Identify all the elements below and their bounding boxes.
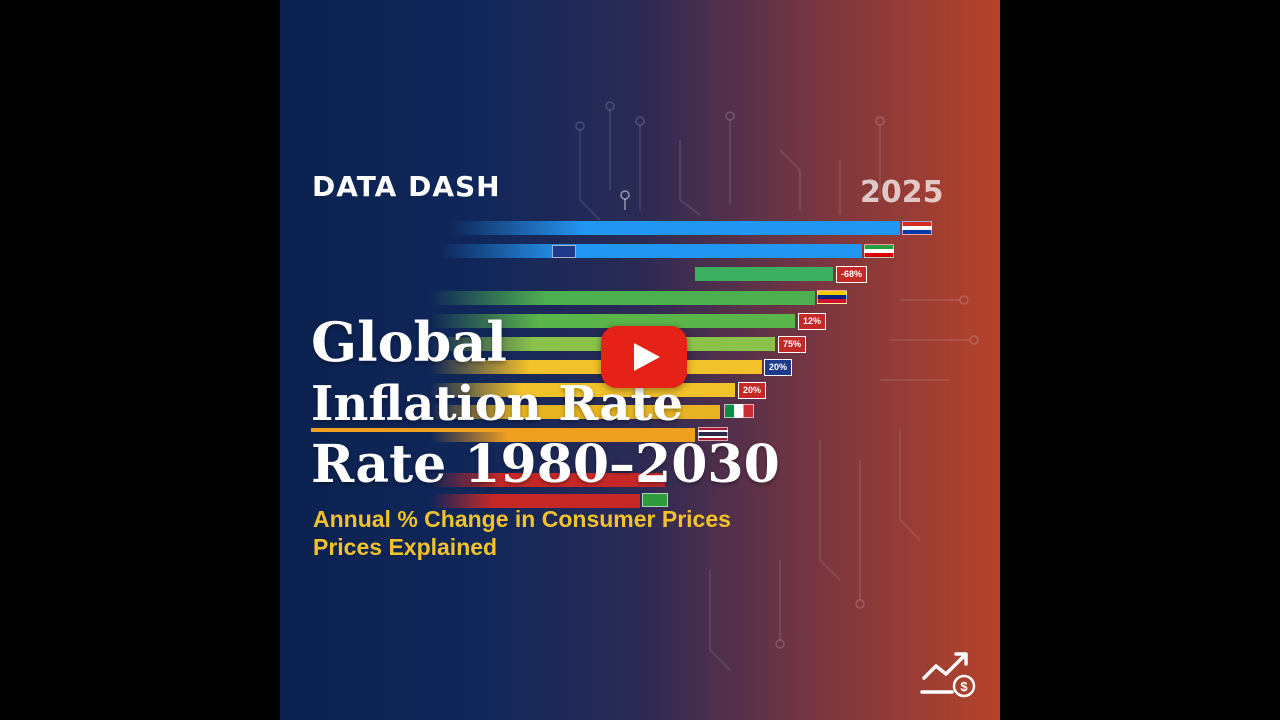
bar-1 (450, 221, 900, 235)
subtitle-line-2: Prices Explained (313, 534, 498, 560)
flag-brazil-icon (642, 493, 668, 507)
bar-12 (430, 494, 640, 508)
flag-paraguay-icon (902, 221, 932, 235)
flag-venezuela-icon (817, 290, 847, 304)
title-underline (311, 428, 681, 432)
title-line-3: Rate 1980–2030 (311, 434, 780, 495)
bar-3 (695, 267, 833, 281)
subtitle-line-1: Annual % Change in Consumer Prices (313, 506, 731, 532)
channel-brand: DATA DASH (312, 170, 501, 203)
bar-7-label: 20% (764, 359, 793, 376)
video-thumbnail[interactable]: DATA DASH 2025 -68% 12% 75% 20% 20% Glob… (280, 0, 1000, 720)
bar-11 (430, 473, 665, 487)
bar-2 (440, 244, 862, 258)
bar-9 (430, 405, 720, 419)
bar-4 (430, 291, 815, 305)
flag-thailand-icon (698, 427, 728, 441)
svg-text:$: $ (960, 679, 968, 694)
bar-6-label: 75% (778, 336, 807, 353)
year-label: 2025 (860, 175, 944, 210)
bar-5 (430, 314, 795, 328)
flag-iran-icon (864, 244, 894, 258)
flag-uk-icon (552, 245, 576, 258)
bar-8-label: 20% (738, 382, 767, 399)
bar-3-label: -68% (836, 266, 868, 283)
flag-italy-icon (724, 404, 754, 418)
title-line-1: Global (311, 310, 507, 374)
bar-5-label: 12% (798, 313, 827, 330)
circuit-background (575, 101, 979, 671)
play-button[interactable] (601, 326, 687, 388)
chart-dollar-icon: $ (920, 652, 976, 698)
